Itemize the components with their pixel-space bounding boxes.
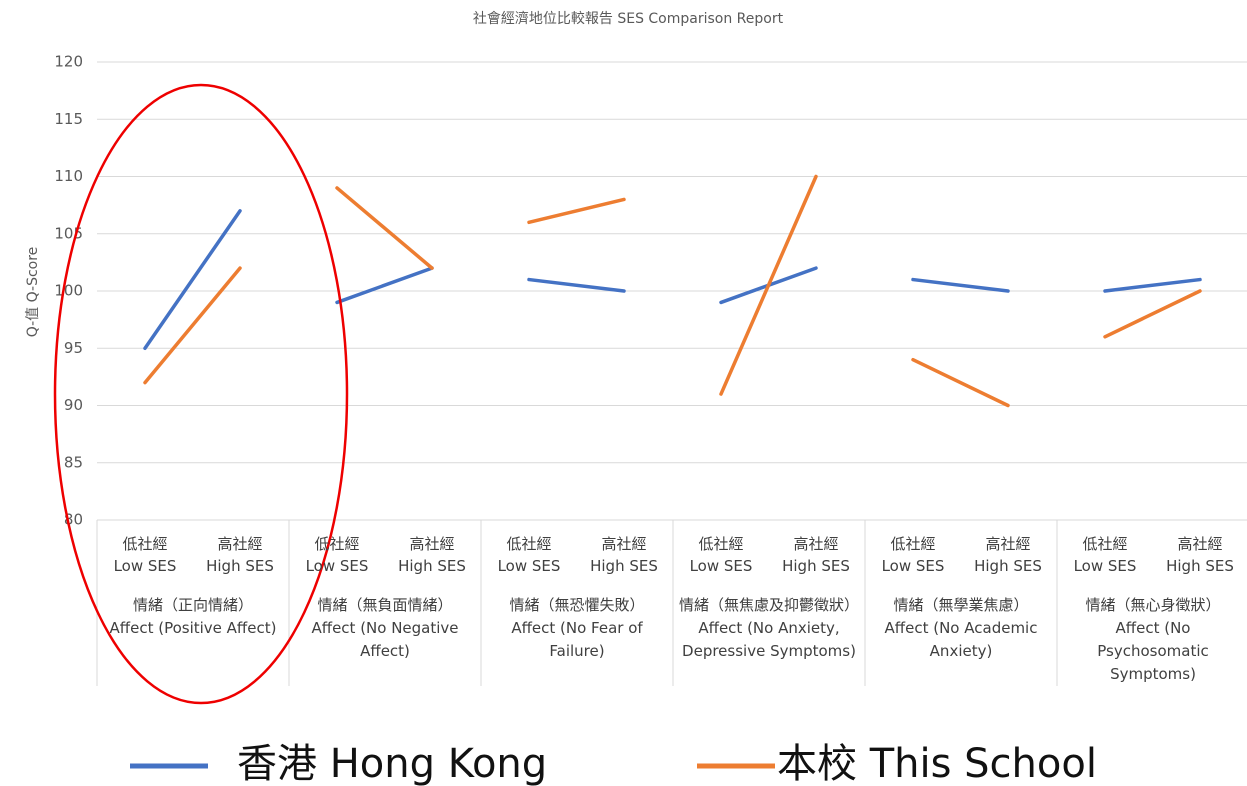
y-tick-label: 85 [64,453,83,471]
y-tick-label: 115 [54,110,83,128]
y-tick-label: 90 [64,396,83,414]
legend-label: 本校 This School [777,741,1097,786]
x-tick-label: 高社經 High SES [590,535,658,575]
y-tick-label: 100 [54,282,83,300]
y-tick-label: 110 [54,167,83,185]
series-line [527,277,626,293]
x-tick-label: 高社經 High SES [398,535,466,575]
x-tick-label: 低社經 Low SES [113,535,177,575]
series-line [911,357,1010,408]
series-line [719,174,818,396]
y-tick-label: 120 [54,53,83,71]
y-axis-label: Q-值 Q-Score [25,247,41,338]
x-tick-label: 高社經 High SES [206,535,274,575]
group-label: 情緒（無恐懼失敗） Affect (No Fear of Failure) [509,596,645,660]
series-line [1103,289,1202,339]
x-tick-label: 低社經 Low SES [1073,535,1137,575]
x-tick-label: 低社經 Low SES [497,535,561,575]
x-tick-label: 低社經 Low SES [881,535,945,575]
group-label: 情緒（無焦慮及抑鬱徵狀） Affect (No Anxiety, Depress… [678,596,859,660]
group-label: 情緒（無負面情緒） Affect (No Negative Affect) [311,596,459,660]
group-label: 情緒（無學業焦慮） Affect (No Academic Anxiety) [884,596,1038,660]
x-tick-label: 高社經 High SES [974,535,1042,575]
series-line [527,197,626,225]
group-label: 情緒（無心身徵狀） Affect (No Psychosomatic Sympt… [1085,596,1221,683]
x-tick-label: 高社經 High SES [1166,535,1234,575]
series-line [335,186,434,270]
series-line [1103,277,1202,293]
group-label: 情緒（正向情緒） Affect (Positive Affect) [109,596,277,637]
series-line [335,266,434,305]
series-line [911,277,1010,293]
x-tick-label: 低社經 Low SES [689,535,753,575]
x-tick-label: 低社經 Low SES [305,535,369,575]
series-line [143,209,242,350]
highlight-ellipse [53,83,349,705]
chart-title: 社會經濟地位比較報告 SES Comparison Report [473,11,784,27]
series-line [143,266,242,385]
x-tick-label: 高社經 High SES [782,535,850,575]
legend-label: 香港 Hong Kong [237,741,547,786]
y-tick-label: 95 [64,339,83,357]
